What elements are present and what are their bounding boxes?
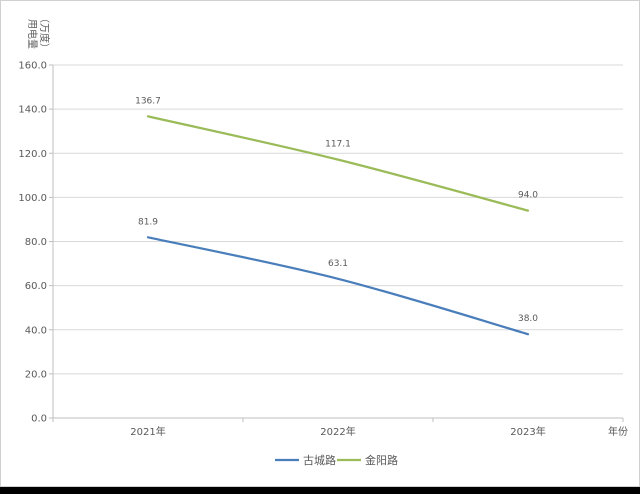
y-tick-label: 80.0: [25, 237, 47, 248]
data-labels: 81.9 63.1 38.0 136.7 117.1 94.0: [135, 96, 538, 324]
x-tick-label: 2021年: [130, 425, 165, 438]
y-tick-label: 160.0: [18, 61, 47, 72]
y-tick-label: 140.0: [18, 105, 47, 116]
y-tick-label: 100.0: [18, 193, 47, 204]
data-label: 117.1: [325, 140, 351, 150]
data-label: 38.0: [518, 314, 538, 324]
series-lines: [146, 115, 530, 336]
y-tick-label: 0.0: [31, 414, 47, 425]
bottom-edge-bar: [0, 487, 640, 494]
x-tick-label: 2023年: [510, 425, 545, 438]
data-label: 81.9: [138, 217, 158, 227]
series-line-2: [146, 115, 530, 212]
axes: [49, 64, 624, 422]
legend-label-2: 金阳路: [365, 453, 398, 467]
y-tick-label: 40.0: [25, 325, 47, 336]
legend-label-1: 古城路: [303, 454, 336, 467]
y-tick-label: 120.0: [18, 149, 47, 160]
axis-text: 0.0 20.0 40.0 60.0 80.0 100.0 120.0 140.0 160.0 2…: [18, 13, 628, 438]
y-tick-label: 20.0: [25, 369, 47, 380]
legend: 古城路 金阳路: [275, 453, 398, 467]
x-tick-label: 2022年: [320, 425, 355, 438]
x-axis-title: 年份: [608, 425, 628, 438]
data-label: 94.0: [518, 191, 538, 201]
y-axis-title: 用电量: [26, 19, 39, 49]
y-tick-label: 60.0: [25, 281, 47, 292]
data-label: 63.1: [328, 259, 348, 269]
y-axis-unit: （万度）: [38, 13, 51, 53]
data-label: 136.7: [135, 96, 161, 106]
gridlines: [53, 64, 623, 419]
series-line-1: [146, 236, 530, 336]
